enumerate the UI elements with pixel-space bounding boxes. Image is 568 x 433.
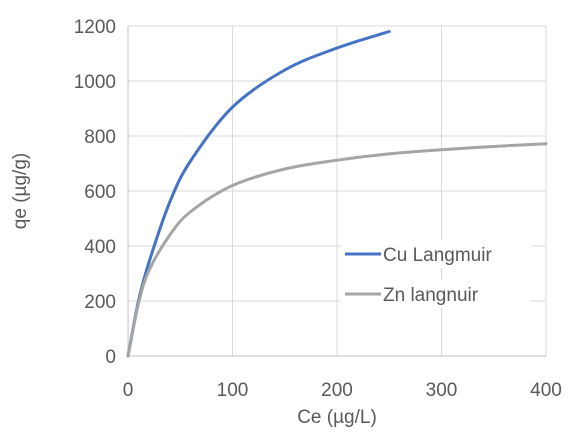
y-axis-title: qe (µg/g) [10, 153, 31, 229]
x-tick-label: 300 [426, 380, 458, 401]
tick-labels: 0 200 400 600 800 1000 1200 0 100 200 300 400 [74, 17, 562, 401]
legend: Cu Langmuir Zn langnuir [341, 240, 531, 308]
y-tick-label: 800 [84, 127, 116, 148]
x-axis-title: Ce (µg/L) [297, 407, 377, 428]
x-tick-label: 200 [321, 380, 353, 401]
x-tick-label: 400 [530, 380, 562, 401]
y-tick-label: 600 [84, 182, 116, 203]
gridlines [128, 25, 547, 356]
y-tick-label: 1000 [74, 72, 116, 93]
x-tick-label: 0 [123, 380, 134, 401]
y-tick-label: 400 [84, 237, 116, 258]
x-tick-label: 100 [217, 380, 249, 401]
y-tick-label: 200 [84, 292, 116, 313]
series-line-zn-langnuir [126, 142, 548, 358]
legend-label: Cu Langmuir [383, 245, 492, 266]
axes [127, 26, 546, 357]
legend-label: Zn langnuir [383, 285, 479, 306]
y-tick-label: 0 [105, 347, 116, 368]
series-lines [126, 30, 548, 358]
y-tick-label: 1200 [74, 17, 116, 38]
